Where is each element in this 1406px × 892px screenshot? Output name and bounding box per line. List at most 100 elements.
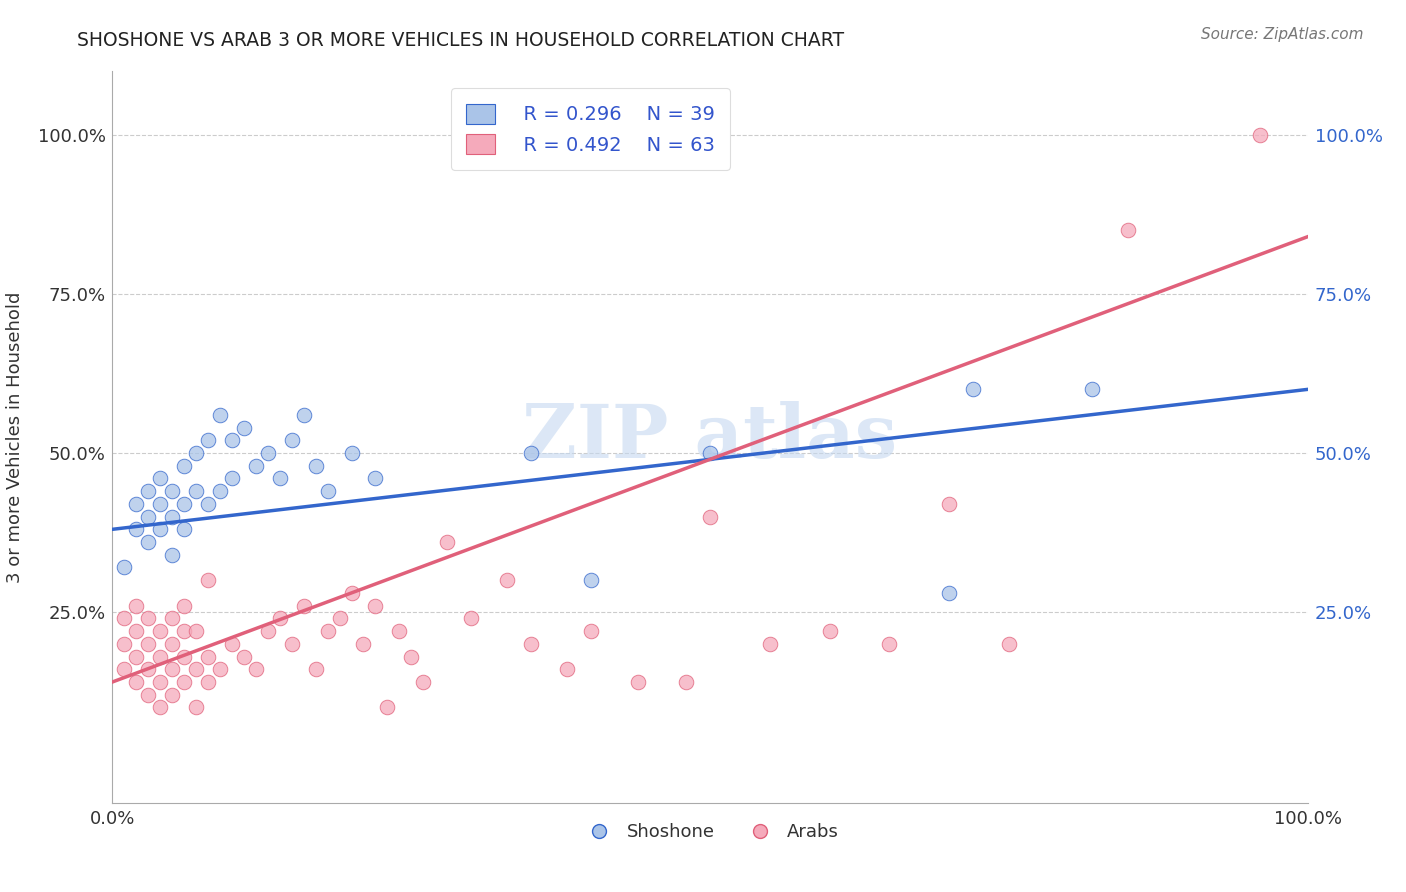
Point [233, 649, 256, 664]
Point [245, 458, 267, 473]
Point [818, 624, 841, 638]
Point [162, 484, 183, 499]
Point [173, 675, 195, 690]
Point [699, 509, 721, 524]
Point [125, 649, 148, 664]
Point [221, 471, 243, 485]
Point [138, 637, 160, 651]
Point [305, 458, 328, 473]
Point [675, 675, 697, 690]
Point [138, 535, 160, 549]
Point [162, 688, 183, 702]
Point [579, 573, 602, 587]
Point [460, 611, 482, 625]
Point [269, 611, 291, 625]
Point [186, 662, 208, 676]
Point [269, 471, 291, 485]
Point [162, 662, 183, 676]
Point [114, 637, 135, 651]
Point [998, 637, 1021, 651]
Y-axis label: 3 or more Vehicles in Household: 3 or more Vehicles in Household [6, 292, 24, 582]
Point [125, 624, 148, 638]
Point [401, 649, 423, 664]
Point [149, 522, 172, 536]
Point [388, 624, 411, 638]
Point [114, 662, 135, 676]
Point [436, 535, 458, 549]
Point [316, 624, 339, 638]
Point [149, 624, 172, 638]
Point [138, 611, 160, 625]
Point [316, 484, 339, 499]
Point [759, 637, 782, 651]
Point [221, 434, 243, 448]
Point [149, 675, 172, 690]
Point [699, 446, 721, 460]
Point [555, 662, 578, 676]
Point [173, 649, 195, 664]
Point [162, 611, 183, 625]
Point [352, 637, 374, 651]
Point [162, 548, 183, 562]
Point [173, 624, 195, 638]
Point [257, 624, 280, 638]
Point [173, 599, 195, 613]
Point [186, 700, 208, 714]
Point [138, 484, 160, 499]
Point [1118, 223, 1140, 237]
Point [292, 408, 315, 422]
Point [138, 662, 160, 676]
Point [245, 662, 267, 676]
Point [364, 599, 387, 613]
Point [162, 509, 183, 524]
Point [197, 675, 219, 690]
Point [125, 599, 148, 613]
Point [173, 458, 195, 473]
Point [938, 497, 960, 511]
Point [186, 484, 208, 499]
Point [281, 637, 304, 651]
Point [1081, 383, 1104, 397]
Point [329, 611, 352, 625]
Point [138, 688, 160, 702]
Point [627, 675, 650, 690]
Point [292, 599, 315, 613]
Point [197, 497, 219, 511]
Point [340, 586, 363, 600]
Point [520, 637, 543, 651]
Point [496, 573, 519, 587]
Point [209, 408, 232, 422]
Point [149, 700, 172, 714]
Point [364, 471, 387, 485]
Legend: Shoshone, Arabs: Shoshone, Arabs [574, 816, 846, 848]
Point [197, 434, 219, 448]
Point [125, 497, 148, 511]
Point [377, 700, 399, 714]
Point [257, 446, 280, 460]
Point [879, 637, 901, 651]
Point [173, 522, 195, 536]
Point [305, 662, 328, 676]
Text: SHOSHONE VS ARAB 3 OR MORE VEHICLES IN HOUSEHOLD CORRELATION CHART: SHOSHONE VS ARAB 3 OR MORE VEHICLES IN H… [77, 31, 845, 50]
Point [412, 675, 434, 690]
Point [197, 649, 219, 664]
Point [125, 522, 148, 536]
Point [162, 637, 183, 651]
Point [1249, 128, 1271, 142]
Point [209, 662, 232, 676]
Point [579, 624, 602, 638]
Point [520, 446, 543, 460]
Point [138, 509, 160, 524]
Point [149, 497, 172, 511]
Point [281, 434, 304, 448]
Point [114, 611, 135, 625]
Point [149, 471, 172, 485]
Point [149, 649, 172, 664]
Point [962, 383, 984, 397]
Point [173, 497, 195, 511]
Point [186, 624, 208, 638]
Point [197, 573, 219, 587]
Point [114, 560, 135, 574]
Point [125, 675, 148, 690]
Point [209, 484, 232, 499]
